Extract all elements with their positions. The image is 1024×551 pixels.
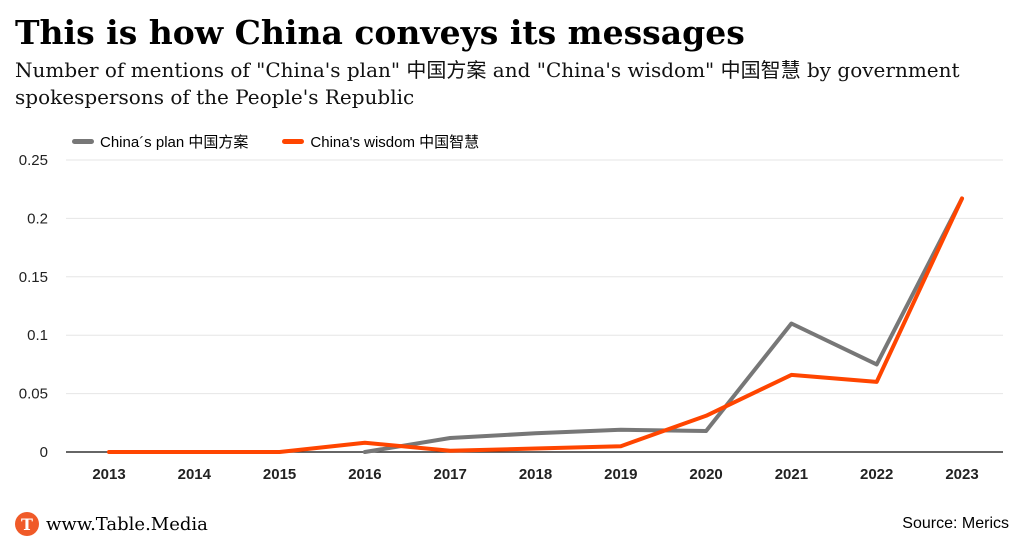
footer-logo[interactable]: T www.Table.Media bbox=[15, 512, 208, 536]
legend: China´s plan 中国方案 China's wisdom 中国智慧 bbox=[72, 131, 513, 152]
x-tick-label: 2021 bbox=[775, 466, 808, 483]
source-note: Source: Merics bbox=[902, 515, 1009, 532]
series-line-wisdom bbox=[107, 196, 964, 454]
x-tick-label: 2016 bbox=[348, 466, 381, 483]
y-tick-label: 0 bbox=[40, 444, 48, 461]
legend-label-plan: China´s plan 中国方案 bbox=[100, 134, 249, 151]
y-tick-label: 0.1 bbox=[27, 327, 48, 344]
x-tick-label: 2019 bbox=[604, 466, 637, 483]
x-tick-label: 2018 bbox=[519, 466, 552, 483]
y-tick-label: 0.25 bbox=[19, 152, 48, 169]
chart-subtitle: Number of mentions of "China's plan" 中国方… bbox=[15, 58, 960, 109]
x-tick-label: 2014 bbox=[178, 466, 212, 483]
legend-label-wisdom: China's wisdom 中国智慧 bbox=[310, 134, 480, 151]
legend-item-plan: China´s plan 中国方案 bbox=[72, 131, 248, 152]
legend-item-wisdom: China's wisdom 中国智慧 bbox=[282, 131, 479, 152]
legend-swatch-wisdom bbox=[282, 139, 305, 144]
chart-title: This is how China conveys its messages bbox=[15, 13, 745, 52]
x-tick-label: 2020 bbox=[689, 466, 722, 483]
y-tick-label: 0.15 bbox=[19, 269, 48, 286]
legend-swatch-plan bbox=[72, 139, 94, 144]
series-line-plan bbox=[362, 196, 964, 454]
x-tick-label: 2023 bbox=[945, 466, 978, 483]
x-tick-label: 2017 bbox=[434, 466, 467, 483]
y-tick-label: 0.05 bbox=[19, 386, 48, 403]
table-media-logo-icon: T bbox=[15, 512, 39, 536]
x-tick-label: 2022 bbox=[860, 466, 893, 483]
x-tick-label: 2013 bbox=[92, 466, 125, 483]
footer-logo-text[interactable]: www.Table.Media bbox=[46, 513, 208, 535]
y-tick-label: 0.2 bbox=[27, 210, 48, 227]
x-tick-label: 2015 bbox=[263, 466, 296, 483]
